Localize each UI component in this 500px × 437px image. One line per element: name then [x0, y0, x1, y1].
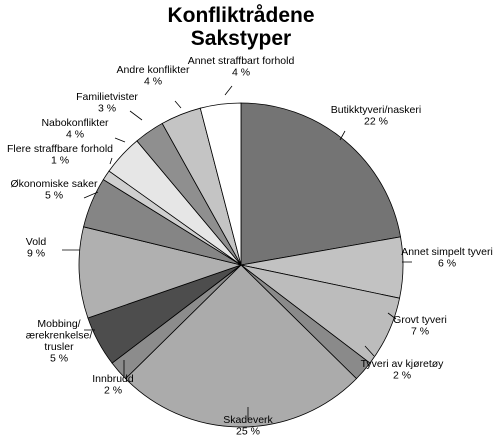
pie-slice-1 [240, 102, 402, 266]
pie-slice-14 [199, 102, 242, 266]
pie-slice-5 [124, 264, 358, 428]
leader-line-11 [114, 137, 126, 143]
slice-label-1: Butikktyveri/naskeri 22 % [331, 104, 421, 128]
slice-label-5: Skadeverk 25 % [223, 414, 273, 437]
leader-line-9 [83, 191, 99, 199]
chart-title-line-1: Konfliktrådene [167, 4, 314, 27]
pie-slice-8 [78, 226, 243, 319]
slice-label-9: Økonomiske saker 5 % [11, 178, 98, 202]
leader-lines [62, 85, 412, 420]
slice-label-12: Familietvister 3 % [76, 91, 138, 115]
leader-line-4 [364, 345, 375, 357]
slice-labels: Butikktyveri/naskeri 22 % Annet simpelt ty… [7, 55, 493, 437]
slice-label-6: Innbrudd 2 % [92, 373, 134, 397]
slice-label-2: Annet simpelt tyveri 6 % [401, 246, 493, 270]
leader-line-1 [339, 130, 346, 141]
slice-label-7: Mobbing/ærekrenkelse/trusler 5 % [26, 318, 93, 365]
slice-label-11: Nabokonflikter 4 % [41, 117, 109, 141]
slice-label-3: Grovt tyveri 7 % [393, 314, 447, 338]
slice-label-13: Andre konflikter 4 % [117, 64, 190, 88]
slice-label-8: Vold 9 % [26, 236, 47, 260]
leader-line-13 [174, 100, 182, 109]
leader-line-10 [109, 157, 113, 165]
leader-line-12 [129, 110, 143, 121]
chart-title-line-2: Sakstyper [191, 27, 291, 50]
slice-label-14: Annet straffbart forhold 4 % [188, 55, 295, 79]
leader-line-14 [224, 85, 233, 96]
leader-line-3 [387, 312, 397, 320]
pie-slices [78, 102, 404, 428]
slice-label-10: Flere straffbare forhold 1 % [7, 143, 113, 167]
slice-label-4: Tyveri av kjøretøy 2 % [361, 358, 445, 382]
